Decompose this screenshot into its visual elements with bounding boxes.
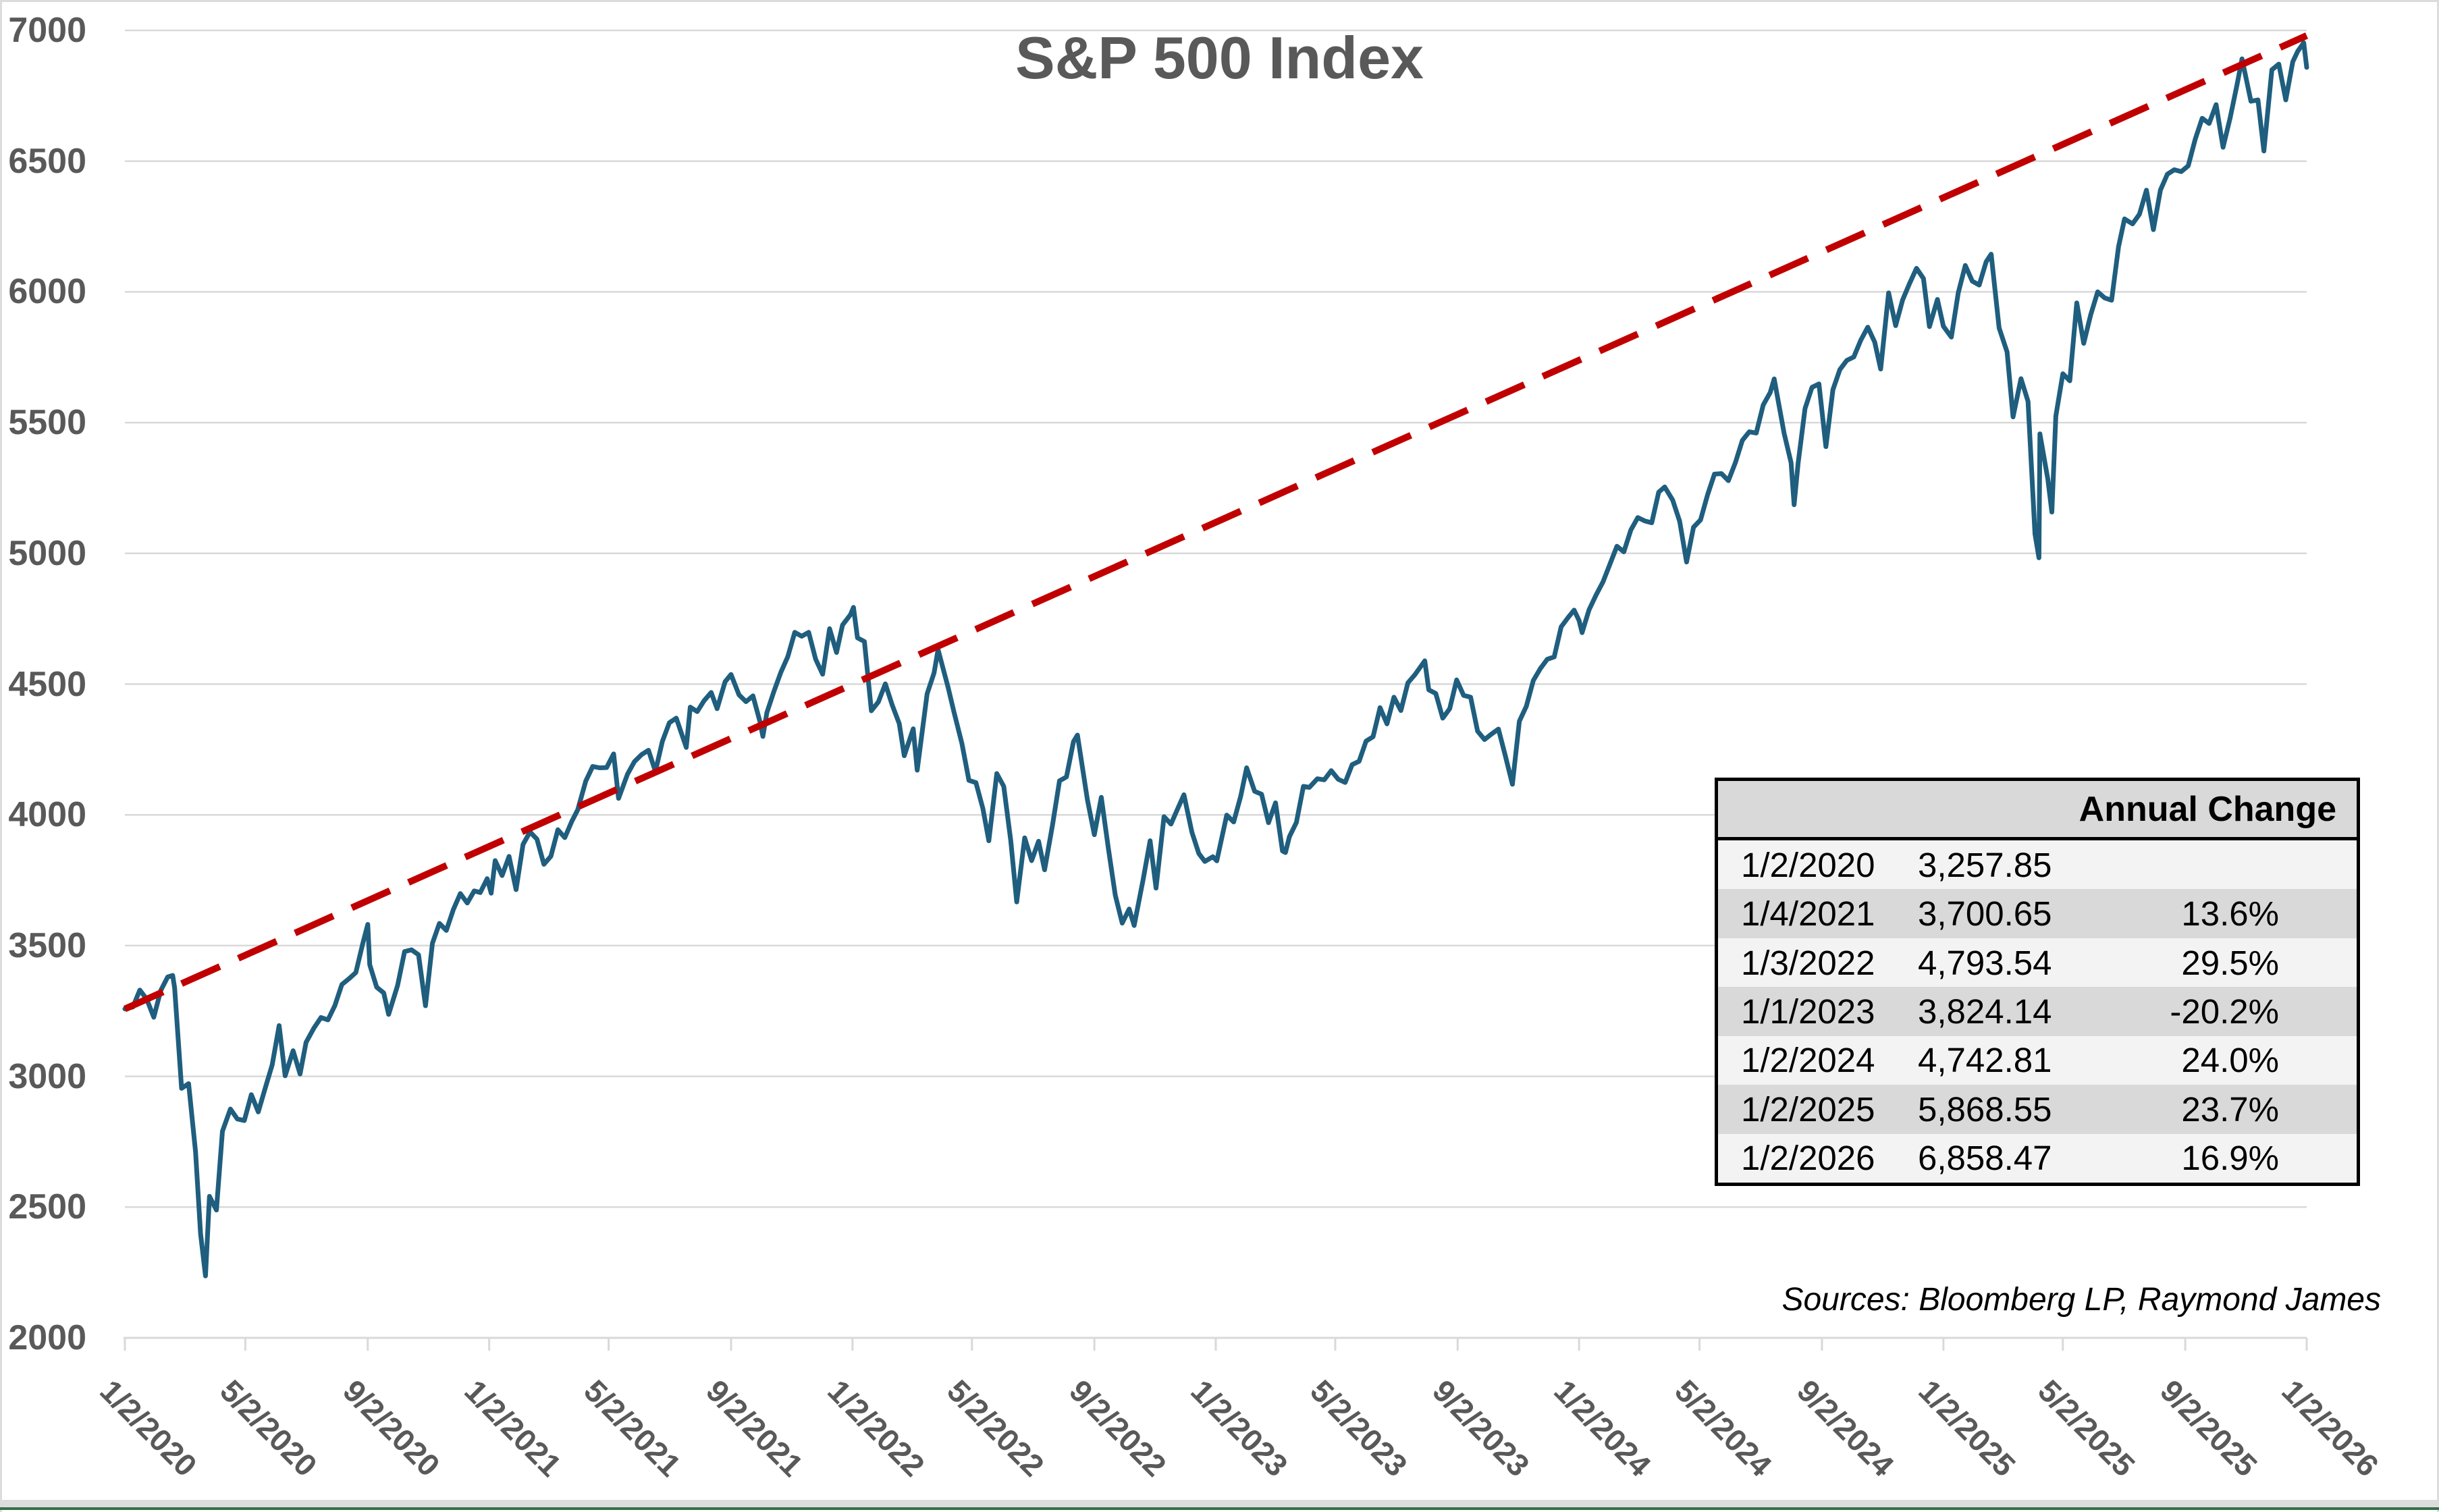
table-cell-date: 1/2/2024: [1741, 1041, 1875, 1080]
table-cell-change: 23.7%: [2181, 1089, 2279, 1129]
table-row: 1/2/2024 4,742.81 24.0%: [1718, 1035, 2357, 1085]
window-bottom-bar: [0, 1500, 2439, 1507]
window-bottom-green-line: [0, 1507, 2439, 1510]
table-cell-date: 1/2/2025: [1741, 1089, 1875, 1129]
table-cell-date: 1/4/2021: [1741, 894, 1875, 934]
table-cell-value: 3,700.65: [1918, 894, 2052, 934]
series-line-sp500: [122, 40, 2309, 1278]
trend-line: [123, 32, 2309, 1013]
y-axis-label-6000: 6000: [8, 272, 86, 312]
annual-change-table-header: Annual Change: [1718, 781, 2357, 840]
annual-change-table: Annual Change 1/2/2020 3,257.85 1/4/2021 3,…: [1715, 778, 2360, 1186]
table-cell-value: 5,868.55: [1918, 1089, 2052, 1129]
y-axis-label-5000: 5000: [8, 533, 86, 573]
table-cell-change: 16.9%: [2181, 1139, 2279, 1178]
y-axis-label-2500: 2500: [8, 1187, 86, 1227]
y-axis-label-6500: 6500: [8, 141, 86, 181]
annual-change-table-rows: 1/2/2020 3,257.85 1/4/2021 3,700.65 13.6% 1/3…: [1718, 840, 2357, 1183]
table-row: 1/2/2025 5,868.55 23.7%: [1718, 1085, 2357, 1134]
y-axis-label-4000: 4000: [8, 795, 86, 835]
y-axis-label-3000: 3000: [8, 1056, 86, 1096]
y-axis-label-2000: 2000: [8, 1318, 86, 1357]
y-axis-label-4500: 4500: [8, 664, 86, 704]
y-axis-label-5500: 5500: [8, 403, 86, 443]
table-cell-change: -20.2%: [2170, 992, 2279, 1031]
table-row: 1/4/2021 3,700.65 13.6%: [1718, 889, 2357, 938]
table-cell-date: 1/2/2020: [1741, 845, 1875, 884]
window-top-edge: [0, 0, 2439, 2]
table-cell-value: 6,858.47: [1918, 1139, 2052, 1178]
table-cell-change: 29.5%: [2181, 943, 2279, 982]
table-cell-value: 4,742.81: [1918, 1041, 2052, 1080]
table-cell-date: 1/3/2022: [1741, 943, 1875, 982]
window-left-edge: [0, 0, 2, 1512]
table-row: 1/1/2023 3,824.14 -20.2%: [1718, 987, 2357, 1036]
table-cell-value: 3,257.85: [1918, 845, 2052, 884]
table-cell-change: 24.0%: [2181, 1041, 2279, 1080]
table-cell-value: 4,793.54: [1918, 943, 2052, 982]
y-axis-label-3500: 3500: [8, 925, 86, 965]
table-row: 1/2/2026 6,858.47 16.9%: [1718, 1133, 2357, 1183]
sources-note: Sources: Bloomberg LP, Raymond James: [1781, 1282, 2381, 1318]
table-cell-value: 3,824.14: [1918, 992, 2052, 1031]
table-row: 1/2/2020 3,257.85: [1718, 840, 2357, 890]
table-row: 1/3/2022 4,793.54 29.5%: [1718, 938, 2357, 988]
window-right-edge: [2437, 0, 2439, 1512]
y-axis-label-7000: 7000: [8, 11, 86, 50]
table-cell-change: 13.6%: [2181, 894, 2279, 934]
table-cell-date: 1/2/2026: [1741, 1139, 1875, 1178]
annual-change-header-label: Annual Change: [2079, 789, 2336, 829]
table-cell-date: 1/1/2023: [1741, 992, 1875, 1031]
chart-title: S&P 500 Index: [1015, 24, 1424, 91]
